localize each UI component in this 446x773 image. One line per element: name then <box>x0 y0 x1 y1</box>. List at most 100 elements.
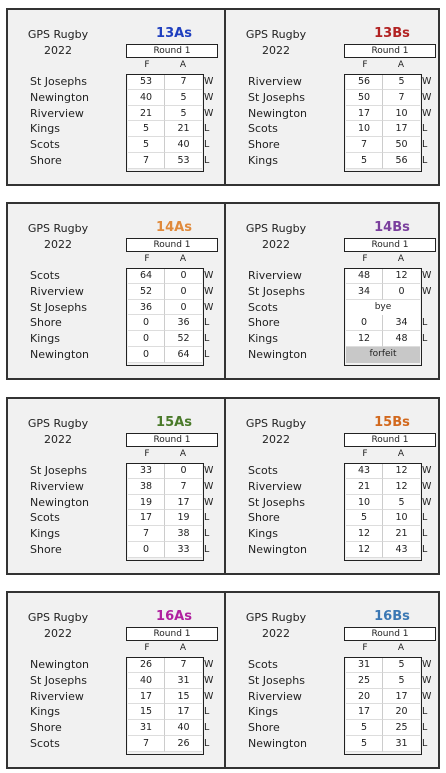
points-for: 25 <box>346 672 383 689</box>
results-block: GPS Rugby 2022 16As Round 1 F A Newington 26 7 W S… <box>6 591 440 769</box>
round-label: Round 1 <box>126 433 218 447</box>
table-row: St Josephs 25 5 W <box>226 672 442 689</box>
bye-cell: bye <box>346 299 420 316</box>
points-for: 17 <box>128 688 165 705</box>
points-against: 0 <box>165 463 202 479</box>
result-indicator: W <box>422 76 432 87</box>
points-for: 64 <box>128 268 165 284</box>
table-row: Scots 7 26 L <box>8 735 224 752</box>
points-against: 12 <box>383 268 420 284</box>
competition-year: 2022 <box>262 627 290 640</box>
points-against: 17 <box>165 704 202 721</box>
school-name: St Josephs <box>248 673 305 687</box>
points-for: 0 <box>128 541 165 558</box>
for-header: F <box>144 449 150 459</box>
points-against: 15 <box>165 688 202 705</box>
result-indicator: L <box>204 737 210 749</box>
points-for: 15 <box>128 704 165 721</box>
table-row: Kings 15 17 L <box>8 704 224 721</box>
table-row: Newington 40 5 W <box>8 89 224 106</box>
table-row: Shore 0 36 L <box>8 315 224 332</box>
against-header: A <box>179 60 187 70</box>
points-against: 20 <box>383 704 420 721</box>
result-indicator: L <box>204 123 210 135</box>
points-for: 5 <box>346 735 383 752</box>
result-indicator: W <box>204 285 214 297</box>
competition-year: 2022 <box>262 44 290 57</box>
points-against: 5 <box>165 89 202 106</box>
for-header: F <box>362 449 368 459</box>
table-row: Kings 5 21 L <box>8 121 224 138</box>
table-row: Scots 5 40 L <box>8 137 224 153</box>
points-against: 19 <box>165 510 202 527</box>
points-for: 10 <box>346 121 383 138</box>
result-indicator: W <box>422 480 432 492</box>
points-for: 36 <box>128 299 165 316</box>
points-against: 33 <box>165 541 202 558</box>
result-indicator: L <box>204 512 210 524</box>
points-against: 36 <box>165 315 202 332</box>
table-row: Shore 31 40 L <box>8 720 224 736</box>
table-row: Kings 17 20 L <box>226 704 442 721</box>
points-for: 52 <box>128 283 165 300</box>
panel-divider <box>224 399 226 573</box>
points-against: 5 <box>383 672 420 689</box>
results-table: Riverview 48 12 W St Josephs 34 0 W Scots bye Shor… <box>226 268 442 363</box>
round-label: Round 1 <box>126 627 218 641</box>
against-header: A <box>179 643 187 653</box>
school-name: Shore <box>30 316 62 330</box>
school-name: Shore <box>248 511 280 525</box>
team-label: 14Bs <box>374 220 410 235</box>
results-panel: GPS Rugby 2022 14As Round 1 F A Scots 64 0 W River… <box>8 204 224 378</box>
against-header: A <box>179 254 187 264</box>
round-label: Round 1 <box>344 627 436 641</box>
round-label: Round 1 <box>126 238 218 252</box>
result-indicator: W <box>204 674 214 686</box>
results-panel: GPS Rugby 2022 13As Round 1 F A St Josephs 53 7 W… <box>8 10 224 184</box>
points-against: 53 <box>165 152 202 169</box>
points-for: 7 <box>128 526 165 542</box>
points-against: 5 <box>383 74 420 90</box>
competition-year: 2022 <box>44 44 72 57</box>
results-table: St Josephs 33 0 W Riverview 38 7 W Newington 19 17… <box>8 463 224 558</box>
team-label: 15As <box>156 415 192 430</box>
school-name: Kings <box>248 527 278 541</box>
school-name: Newington <box>248 106 308 120</box>
competition-year: 2022 <box>44 238 72 251</box>
points-for: 48 <box>346 268 383 284</box>
result-indicator: L <box>422 737 428 749</box>
points-against: 26 <box>165 735 202 752</box>
school-name: Scots <box>30 138 60 152</box>
result-indicator: L <box>204 139 210 151</box>
school-name: Newington <box>30 347 90 361</box>
panel-divider <box>224 204 226 378</box>
competition-title: GPS Rugby <box>27 222 89 235</box>
table-row: Newington 5 31 L <box>226 735 442 752</box>
points-against: 7 <box>165 657 202 673</box>
points-for: 10 <box>346 494 383 511</box>
result-indicator: W <box>204 91 214 103</box>
school-name: Shore <box>248 721 280 735</box>
points-for: 7 <box>346 137 383 153</box>
result-indicator: W <box>422 465 432 476</box>
points-against: 21 <box>383 526 420 542</box>
points-for: 34 <box>346 283 383 300</box>
result-indicator: W <box>204 690 214 702</box>
points-against: 7 <box>165 74 202 90</box>
school-name: St Josephs <box>30 464 87 477</box>
result-indicator: L <box>204 333 210 345</box>
table-row: Newington 19 17 W <box>8 494 224 511</box>
points-against: 43 <box>383 541 420 558</box>
result-indicator: L <box>422 139 428 151</box>
team-label: 14As <box>156 220 192 235</box>
school-name: Newington <box>248 347 308 361</box>
points-for: 31 <box>346 657 383 673</box>
round-label: Round 1 <box>344 44 436 58</box>
points-against: 31 <box>165 672 202 689</box>
competition-title: GPS Rugby <box>245 611 307 624</box>
competition-year: 2022 <box>262 433 290 446</box>
school-name: Kings <box>30 122 60 136</box>
table-row: Scots 17 19 L <box>8 510 224 527</box>
table-row: Newington 0 64 L <box>8 346 224 363</box>
result-indicator: L <box>422 333 428 345</box>
